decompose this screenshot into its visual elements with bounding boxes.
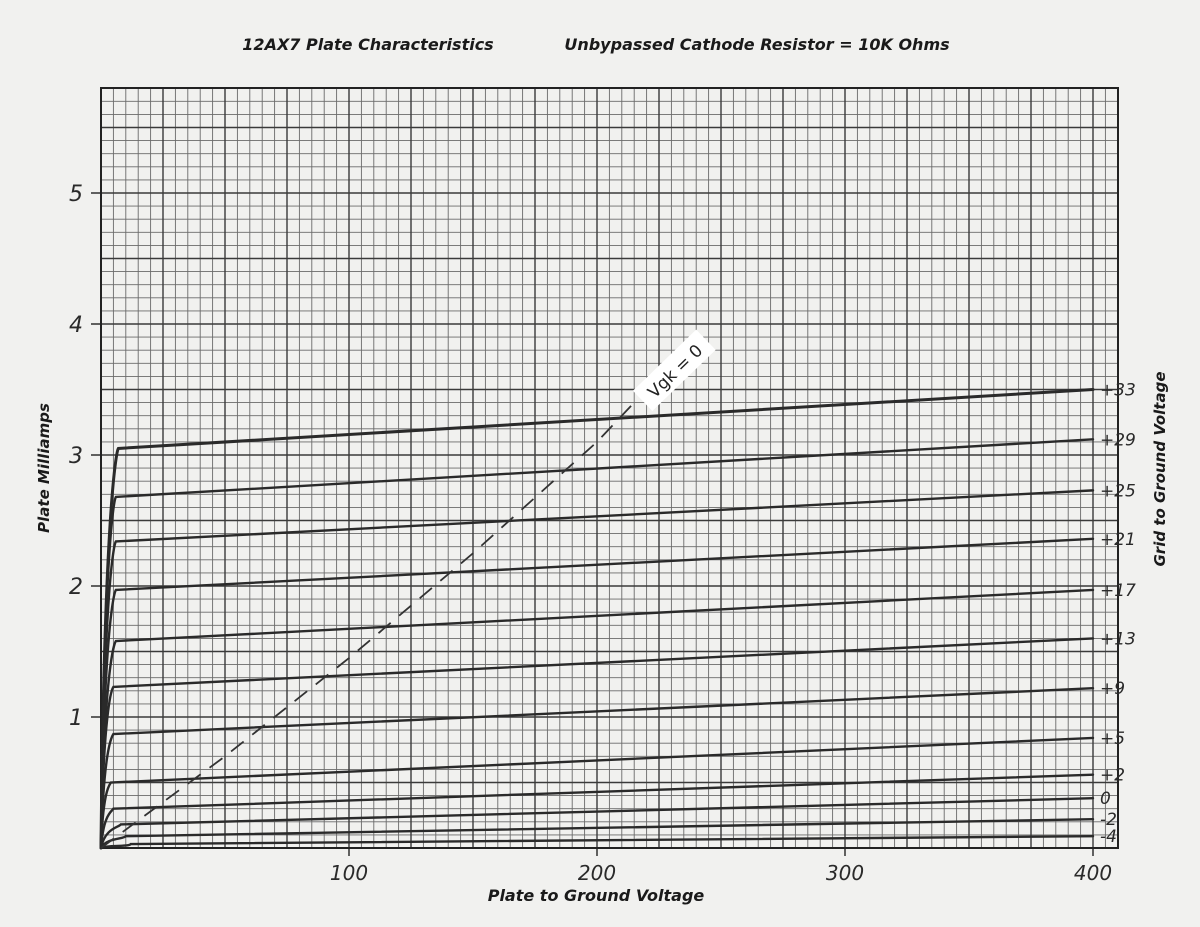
- y-tick-label: 4: [69, 313, 83, 338]
- series-label: +29: [1100, 430, 1136, 450]
- plot-frame: [100, 87, 1119, 849]
- curve-line: [99, 773, 1095, 850]
- series-label: +25: [1100, 481, 1136, 501]
- y-axis-label: Plate Milliamps: [35, 403, 53, 533]
- major-grid: [100, 88, 1118, 849]
- series-label: +13: [1100, 629, 1136, 649]
- curve-line: [99, 817, 1095, 850]
- x-axis-label: Plate to Ground Voltage: [488, 886, 705, 905]
- series-label: 0: [1100, 789, 1111, 809]
- x-tick-label: 300: [826, 861, 864, 885]
- series-label: +5: [1100, 729, 1125, 749]
- series-label: +2: [1100, 766, 1125, 786]
- x-tick-label: 100: [330, 861, 368, 885]
- x-tick-label: 400: [1074, 861, 1112, 885]
- x-tick-label: 200: [578, 861, 616, 885]
- vgk-zero-group: Vgk = 0: [100, 329, 716, 849]
- series-label: +17: [1100, 581, 1136, 601]
- y-tick-label: 3: [69, 444, 83, 469]
- vgk-label-bg: [632, 329, 716, 411]
- series-label: -2: [1100, 810, 1117, 830]
- series-label: +33: [1100, 381, 1136, 401]
- y2-axis-label: Grid to Ground Voltage: [1151, 371, 1169, 566]
- series-label: +21: [1100, 530, 1136, 550]
- vgk-zero-line: [100, 401, 635, 849]
- chart-title: 12AX7 Plate Characteristics: [242, 35, 493, 54]
- y-tick-label: 5: [69, 182, 83, 207]
- vgk-label-box: Vgk = 0: [632, 329, 716, 411]
- series-label: +9: [1100, 679, 1125, 699]
- y-tick-label: 1: [69, 706, 83, 731]
- x-ticks-group: 100 200 300 400: [330, 848, 1112, 885]
- chart-subtitle: Unbypassed Cathode Resistor = 10K Ohms: [564, 35, 949, 54]
- series-labels-group: +33 +29 +25 +21 +17 +13 +9 +5 +2 0-2-4: [1100, 381, 1136, 848]
- minor-grid: [101, 87, 1119, 848]
- curve-line: [99, 797, 1095, 850]
- y-ticks-group: 1 2 3 4 5: [69, 182, 101, 731]
- series-label: -4: [1100, 827, 1117, 847]
- curve-line: [99, 736, 1095, 850]
- y-tick-label: 2: [69, 575, 83, 600]
